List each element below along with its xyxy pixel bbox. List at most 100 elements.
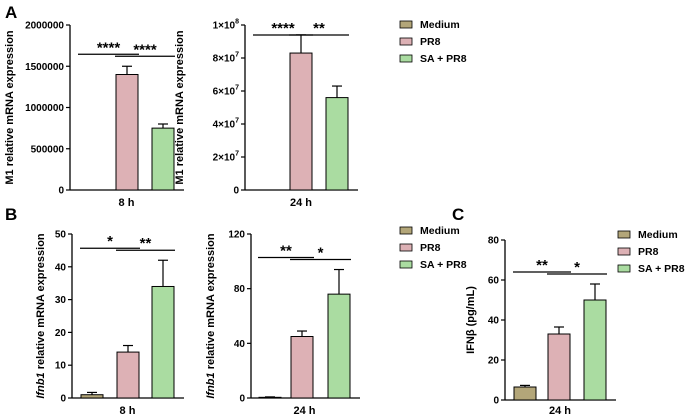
bar-pr8 [115,74,139,191]
legend-label: SA + PR8 [638,263,685,275]
y-tick-label: 20 [488,356,500,367]
chart-m1-8h: 0 500000 1000000 1500000 2000000 **** **** M1 r… [4,21,184,209]
y-tick-label: 2000000 [25,21,64,32]
legend-a: Medium PR8 SA + PR8 [399,19,467,65]
legend-swatch [399,20,413,29]
legend-label: Medium [638,229,678,241]
legend-label: PR8 [638,246,659,258]
y-tick-label: 0 [239,394,245,405]
panel-label-b: B [5,205,17,224]
legend-swatch [399,226,413,235]
y-tick-label: 0 [493,396,499,407]
y-tick-label: 0 [233,186,239,197]
y-tick-label-mantissa: 6×10 [213,87,236,98]
y-tick-label-mantissa: 1×10 [213,21,236,32]
bar-sa-pr8 [583,299,607,401]
y-tick-label: 4×107 [213,118,240,131]
legend-c: Medium PR8 SA + PR8 [617,229,685,275]
y-tick-label-exponent: 7 [235,52,239,59]
significance-label: ** [536,257,548,274]
significance-label: **** [271,20,295,37]
significance-label: **** [133,41,157,58]
x-axis-label: 24 h [293,405,315,416]
y-tick-label: 6×107 [213,85,240,98]
y-tick-label: 500000 [31,144,65,155]
y-axis-label-gene: Ifnb1 [35,372,47,398]
y-tick-label: 20 [55,328,67,339]
y-tick-label-exponent: 8 [235,19,239,26]
y-axis-label-text: relative mRNA expression [205,233,217,372]
y-tick-label: 40 [234,339,246,350]
y-tick-label: 60 [488,276,500,287]
legend-label: SA + PR8 [420,53,467,65]
legend-swatch [399,54,413,63]
significance-label: **** [97,39,121,56]
y-tick-label: 1000000 [25,103,64,114]
y-axis-label: M1 relative mRNA expression [4,30,16,185]
legend-label: Medium [420,19,460,31]
x-axis-label: 8 h [120,405,136,416]
bar-medium [80,394,104,399]
y-tick-label-exponent: 7 [235,118,239,125]
y-tick-label-mantissa: 8×10 [213,54,236,65]
y-tick-label: 0 [58,186,64,197]
y-tick-label: 1×108 [213,19,240,32]
bar-pr8 [116,351,140,399]
y-tick-label: 1500000 [25,62,64,73]
y-axis-label: M1 relative mRNA expression [174,30,186,185]
legend-swatch [617,230,631,239]
panel-label-c: C [452,205,464,224]
y-tick-label: 0 [60,394,66,405]
y-tick-label-exponent: 7 [235,85,239,92]
bar-sa-pr8 [327,293,351,399]
legend-swatch [399,260,413,269]
bar-medium [513,386,537,401]
x-axis-label: 8 h [119,197,135,209]
y-axis-label: Ifnb1 relative mRNA expression [205,233,217,399]
legend-label: Medium [420,225,460,237]
legend-swatch [617,264,631,273]
y-tick-label-exponent: 7 [235,151,239,158]
legend-b: Medium PR8 SA + PR8 [399,225,467,271]
y-tick-label: 80 [488,236,500,247]
bar-pr8 [290,336,314,399]
legend-swatch [399,37,413,46]
legend-label: PR8 [420,242,441,254]
y-tick-label: 8×107 [213,52,240,65]
significance-label: * [107,233,113,250]
y-axis-label: Ifnb1 relative mRNA expression [35,233,47,399]
bar-sa-pr8 [151,127,175,191]
y-tick-label-mantissa: 4×10 [213,120,236,131]
y-tick-label-mantissa: 2×10 [213,153,236,164]
x-axis-label: 24 h [290,197,312,209]
y-tick-label: 40 [488,316,500,327]
x-axis-label: 24 h [549,405,571,416]
bar-pr8 [289,52,313,191]
y-tick-label: 120 [228,230,245,241]
legend-label: PR8 [420,36,441,48]
y-tick-label: 2×107 [213,151,240,164]
significance-label: * [574,259,580,276]
significance-label: ** [280,243,292,260]
significance-label: * [318,245,324,262]
panel-label-a: A [5,3,17,22]
bar-pr8 [547,333,571,401]
legend-label: SA + PR8 [420,259,467,271]
y-axis-label: IFNβ (pg/mL) [465,286,477,354]
bar-sa-pr8 [325,97,349,191]
y-axis-label-text: relative mRNA expression [35,233,47,372]
legend-swatch [617,247,631,256]
y-tick-label: 10 [55,361,67,372]
legend-swatch [399,243,413,252]
y-tick-label: 80 [234,284,246,295]
significance-label: ** [313,20,325,37]
y-tick-label: 40 [55,262,67,273]
bar-sa-pr8 [151,285,175,399]
significance-label: ** [140,235,152,252]
y-axis-label-gene: Ifnb1 [205,372,217,398]
